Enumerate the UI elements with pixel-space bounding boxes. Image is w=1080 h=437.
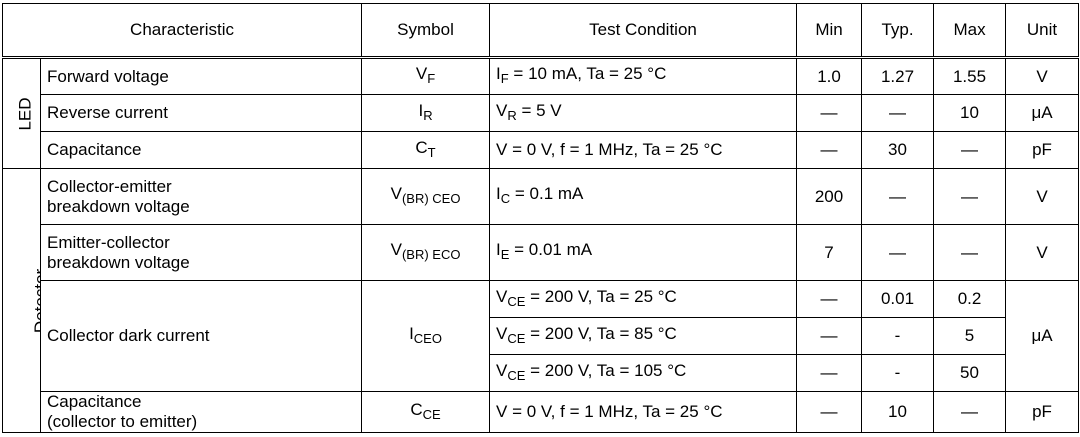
row-symbol: CCE xyxy=(361,391,491,433)
row-test-condition: VR = 5 V xyxy=(489,94,798,132)
table-row-reverse-current: Reverse current IR VR = 5 V — — 10 μA xyxy=(3,94,1080,132)
row-max: 5 xyxy=(933,317,1007,355)
row-unit: V xyxy=(1005,168,1080,225)
row-min: — xyxy=(796,131,863,169)
row-test-condition: V = 0 V, f = 1 MHz, Ta = 25 °C xyxy=(489,391,798,433)
row-typ: - xyxy=(861,317,935,355)
table-row-det-capacitance: Capacitance (collector to emitter) CCE V … xyxy=(3,391,1080,433)
row-max: 0.2 xyxy=(933,280,1007,318)
row-typ: 0.01 xyxy=(861,280,935,318)
row-min: 1.0 xyxy=(796,57,863,95)
group-led-text: LED xyxy=(15,96,35,131)
group-detector-text: Detector xyxy=(31,268,41,333)
row-min: — xyxy=(796,391,863,433)
row-max: — xyxy=(933,131,1007,169)
group-label-led: LED xyxy=(2,57,41,169)
row-symbol: V(BR) CEO xyxy=(361,168,491,225)
table-row-ce-breakdown: Detector Collector-emitter breakdown volt… xyxy=(2,168,1080,433)
row-min: 7 xyxy=(796,224,863,281)
table-row-dark-current-105c: VCE = 200 V, Ta = 105 °C — - 50 xyxy=(3,354,1079,392)
row-typ: - xyxy=(861,354,935,392)
table-row-led-capacitance: Capacitance CT V = 0 V, f = 1 MHz, Ta = … xyxy=(3,131,1080,169)
row-symbol: VF xyxy=(361,57,491,95)
row-unit: pF xyxy=(1005,391,1080,433)
row-name: Emitter-collector breakdown voltage xyxy=(39,224,363,281)
row-min: — xyxy=(796,317,863,355)
row-min: — xyxy=(796,94,863,132)
row-symbol: CT xyxy=(361,131,491,169)
row-test-condition: VCE = 200 V, Ta = 85 °C xyxy=(489,317,798,355)
row-min: — xyxy=(796,354,863,392)
row-unit: V xyxy=(1005,224,1080,281)
electrical-characteristics-table: Characteristic Symbol Test Condition Min… xyxy=(1,3,1080,433)
row-name: Capacitance (collector to emitter) xyxy=(39,391,363,433)
header-typ: Typ. xyxy=(861,3,935,59)
row-test-condition: IE = 0.01 mA xyxy=(489,224,798,281)
row-typ: 10 xyxy=(861,391,935,433)
row-test-condition: IC = 0.1 mA xyxy=(489,168,798,225)
row-name: Forward voltage xyxy=(39,57,363,95)
row-test-condition: VCE = 200 V, Ta = 25 °C xyxy=(489,280,798,318)
row-name: Collector-emitter breakdown voltage xyxy=(39,168,363,225)
header-max: Max xyxy=(933,3,1007,59)
row-unit: μA xyxy=(1005,280,1080,392)
row-min: — xyxy=(796,280,863,318)
header-symbol: Symbol xyxy=(361,3,491,59)
row-name: Collector dark current xyxy=(39,280,363,392)
row-symbol: IR xyxy=(361,94,491,132)
header-unit: Unit xyxy=(1005,3,1080,59)
row-typ: 30 xyxy=(861,131,935,169)
row-unit: pF xyxy=(1005,131,1080,169)
row-max: 1.55 xyxy=(933,57,1007,95)
row-max: 10 xyxy=(933,94,1007,132)
row-max: — xyxy=(933,224,1007,281)
row-typ: — xyxy=(861,94,935,132)
table-row-dark-current-25c: Collector dark current ICEO VCE = 200 V,… xyxy=(3,280,1080,392)
row-name: Capacitance xyxy=(39,131,363,169)
table-row-ec-breakdown: Emitter-collector breakdown voltage V(BR)… xyxy=(3,224,1080,281)
row-unit: V xyxy=(1005,57,1080,95)
row-unit: μA xyxy=(1005,94,1080,132)
header-test-condition: Test Condition xyxy=(489,3,798,59)
row-test-condition: VCE = 200 V, Ta = 105 °C xyxy=(489,354,798,392)
header-row: Characteristic Symbol Test Condition Min… xyxy=(1,3,1080,59)
header-min: Min xyxy=(796,3,863,59)
row-typ: — xyxy=(861,168,935,225)
row-test-condition: IF = 10 mA, Ta = 25 °C xyxy=(489,57,798,95)
row-max: — xyxy=(933,168,1007,225)
table-row-dark-current-85c: VCE = 200 V, Ta = 85 °C — - 5 xyxy=(3,317,1079,355)
header-characteristic: Characteristic xyxy=(1,3,363,59)
table-row-forward-voltage: LED Forward voltage VF IF = 10 mA, Ta = … xyxy=(2,57,1080,169)
row-test-condition: V = 0 V, f = 1 MHz, Ta = 25 °C xyxy=(489,131,798,169)
row-max: 50 xyxy=(933,354,1007,392)
row-symbol: ICEO xyxy=(361,280,491,392)
group-label-detector: Detector xyxy=(2,168,41,433)
row-name: Reverse current xyxy=(39,94,363,132)
row-symbol: V(BR) ECO xyxy=(361,224,491,281)
row-min: 200 xyxy=(796,168,863,225)
row-typ: 1.27 xyxy=(861,57,935,95)
row-max: — xyxy=(933,391,1007,433)
row-typ: — xyxy=(861,224,935,281)
